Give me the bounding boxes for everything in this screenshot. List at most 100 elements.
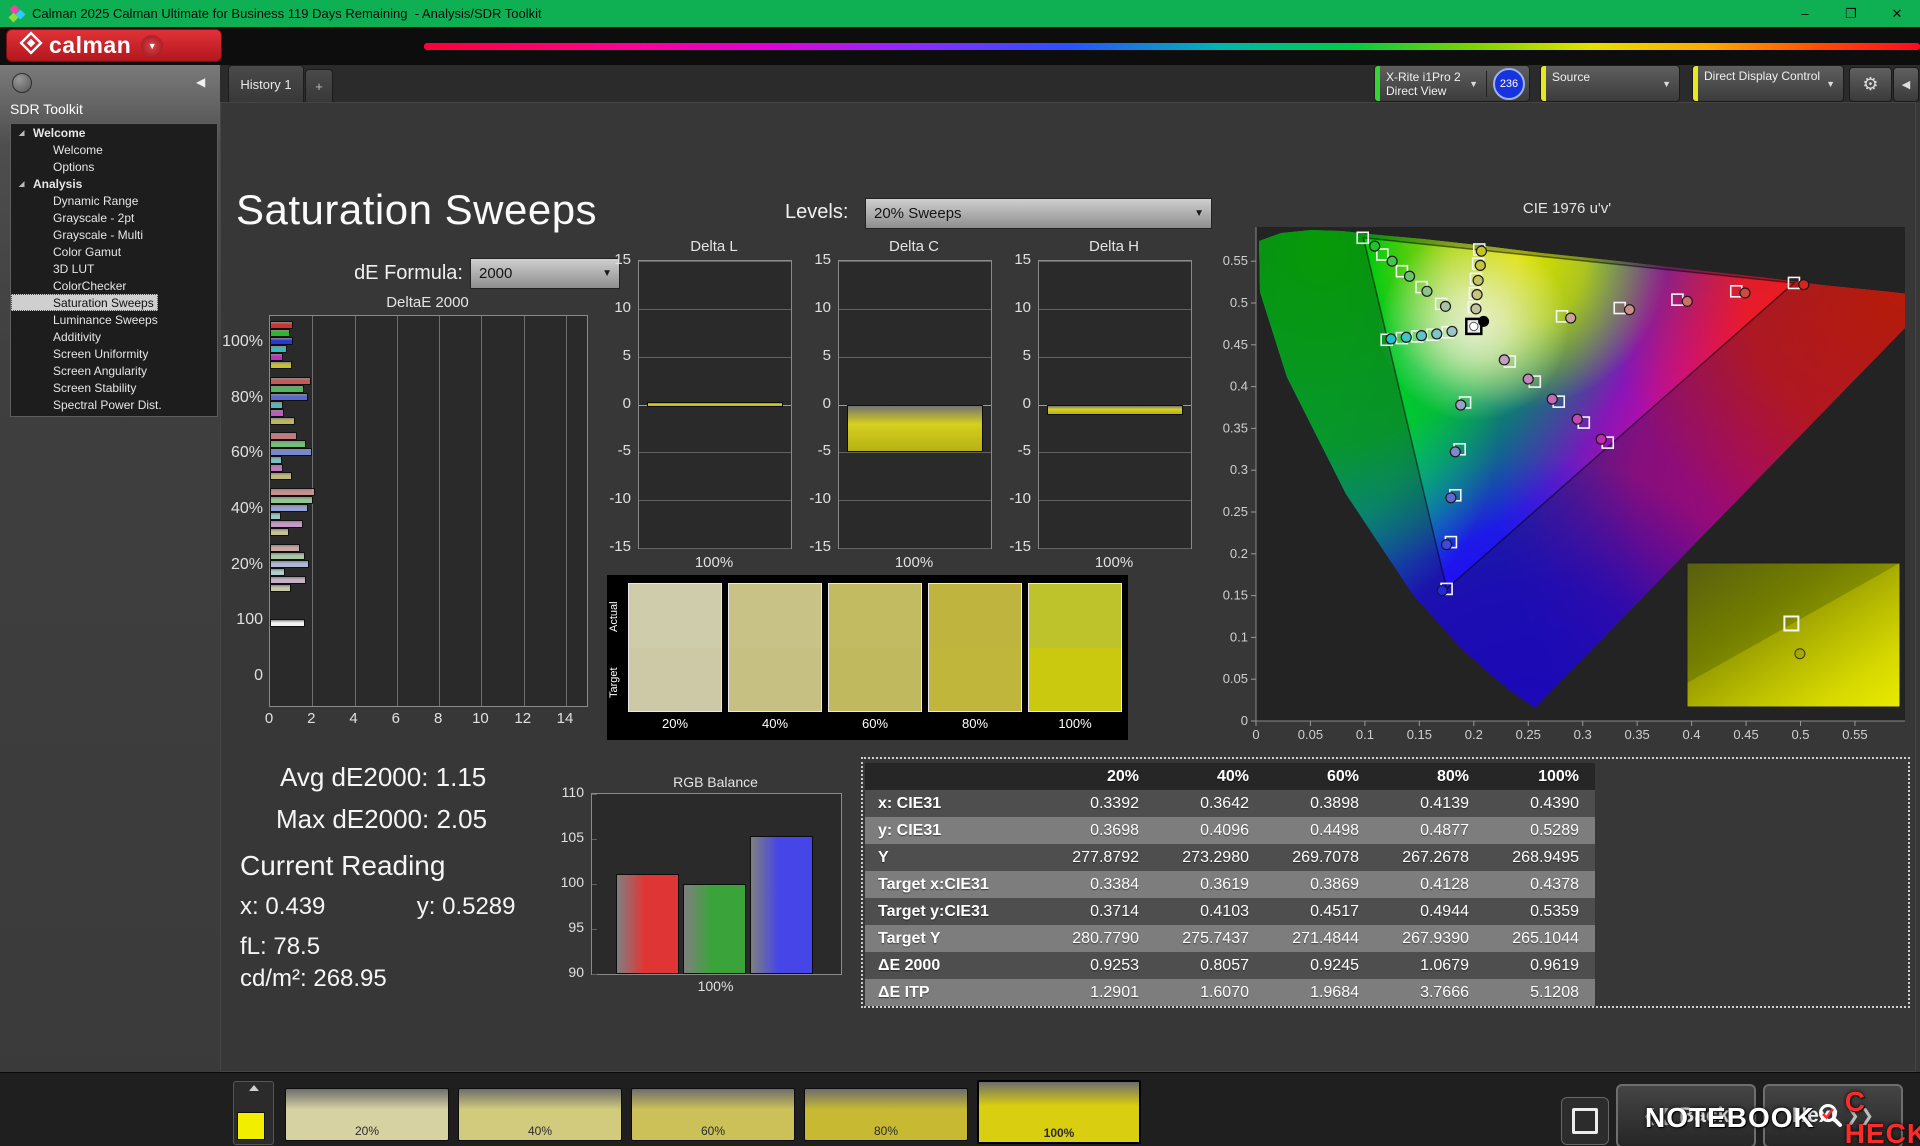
rainbow-divider: [424, 43, 1920, 50]
max-de-value: 2.05: [436, 804, 488, 834]
delta-l-chart: Delta L 15 10 5 0 -5 -10 -15 100%: [593, 238, 798, 583]
deltae-group-label: 60%: [230, 444, 263, 462]
delta_l-ytick: -15: [609, 538, 631, 555]
sidebar-item-dynamic-range[interactable]: Dynamic Range: [53, 193, 139, 208]
patch-label: 40%: [527, 1124, 553, 1138]
cie-measured-yellow: [1472, 274, 1484, 287]
actual-color: [1029, 584, 1121, 648]
deltae2000-chart: DeltaE 2000 100% 80% 60% 40% 20% 100 0 0 2 4 6 8 10 1…: [215, 290, 600, 745]
workflow-radio-button[interactable]: [12, 73, 32, 93]
sidebar-item-grayscale-2pt[interactable]: Grayscale - 2pt: [53, 210, 135, 225]
settings-button[interactable]: ⚙: [1849, 67, 1892, 102]
sweep-swatch-80%: [928, 583, 1022, 712]
deltae-xtick: 0: [264, 710, 274, 727]
tab-add-button[interactable]: +: [305, 69, 333, 102]
deltae-bar-red: [270, 543, 300, 552]
sidebar-item-luminance-sweeps[interactable]: Luminance Sweeps: [53, 312, 158, 327]
table-cell: 0.3714: [1090, 902, 1139, 920]
next-button[interactable]: Next ❯❯: [1763, 1084, 1903, 1146]
calman-menu-button[interactable]: calman ▼: [6, 29, 222, 62]
de-formula-dropdown[interactable]: 2000 ▼: [470, 258, 620, 289]
cie-inset-panel: [1686, 562, 1901, 708]
meter-dropdown[interactable]: X-Rite i1Pro 2 Direct View ▼ 236: [1374, 65, 1530, 102]
pattern-window-button[interactable]: [1561, 1097, 1609, 1145]
cie-title: CIE 1976 u'v': [1522, 200, 1612, 217]
chevron-down-icon[interactable]: ▼: [141, 34, 164, 57]
sidebar-item-spectral-power-dist-[interactable]: Spectral Power Dist.: [53, 397, 162, 412]
actual-color: [829, 584, 921, 648]
deltae-bar-cyan: [270, 344, 287, 353]
tick: [592, 839, 597, 840]
cie-xtick: 0.55: [1842, 727, 1867, 742]
table-col-header: 100%: [1538, 767, 1579, 785]
deltae-bar-red: [270, 488, 316, 496]
deltae-bar-magenta: [270, 408, 284, 417]
x-value: 0.439: [265, 893, 326, 920]
sidebar-item-welcome[interactable]: Welcome: [53, 142, 103, 157]
sidebar-item-grayscale-multi[interactable]: Grayscale - Multi: [53, 227, 144, 242]
tab-history-1[interactable]: History 1: [228, 65, 304, 102]
cie-measured-blue: [1440, 539, 1453, 551]
patch-button-60%[interactable]: 60%: [631, 1088, 795, 1141]
display-control-dropdown[interactable]: Direct Display Control ▼: [1692, 65, 1844, 102]
sidebar-title: SDR Toolkit: [10, 101, 83, 117]
minimize-button[interactable]: –: [1801, 6, 1809, 21]
deltae-bar-yellow: [270, 416, 296, 425]
sidebar-item-color-gamut[interactable]: Color Gamut: [53, 244, 122, 259]
sidebar-item-welcome[interactable]: ◢ Welcome: [19, 125, 86, 140]
titlebar: Calman 2025 Calman Ultimate for Business…: [0, 0, 1920, 27]
window-title: Calman 2025 Calman Ultimate for Business…: [32, 6, 542, 21]
cie-xtick: 0.4: [1683, 727, 1701, 742]
close-button[interactable]: ✕: [1891, 5, 1903, 21]
table-row: ΔE ITP 1.2901 1.6070 1.9684 3.7666 5.1208: [865, 979, 1595, 1006]
collapse-sidebar-icon[interactable]: ◀: [196, 75, 206, 89]
delta_h-ytick: 0: [1022, 394, 1031, 412]
sidebar-item-screen-angularity[interactable]: Screen Angularity: [53, 363, 148, 378]
delta_c-plot: [838, 260, 992, 549]
table-cell: 267.9390: [1402, 929, 1469, 947]
chevron-left-icon: ◀: [1901, 79, 1911, 91]
results-table-region: 20% 40% 60% 80% 100% x: CIE31 0.3392 0.3642 0.38…: [861, 757, 1910, 1008]
delta_h-ytick: -5: [1017, 442, 1031, 460]
sidebar-item-options[interactable]: Options: [53, 159, 95, 174]
deltae-bar-blue: [270, 559, 309, 568]
sweep-swatch-100%: [1028, 583, 1122, 712]
sidebar-item-additivity[interactable]: Additivity: [53, 329, 102, 344]
sidebar-item-colorchecker[interactable]: ColorChecker: [53, 278, 127, 293]
patch-window-button[interactable]: [233, 1081, 274, 1145]
rgb-balance-chart: RGB Balance 100% 110 105 100 95 90: [540, 773, 850, 1001]
sidebar-item-saturation-sweeps[interactable]: Saturation Sweeps: [11, 294, 158, 311]
page-title: Saturation Sweeps: [236, 186, 598, 233]
levels-dropdown[interactable]: 20% Sweeps ▼: [865, 198, 1212, 229]
deltae-group-label: 100%: [222, 332, 263, 350]
patch-button-20%[interactable]: 20%: [285, 1088, 449, 1141]
gridline: [354, 316, 356, 706]
deltae-xtick: 8: [433, 710, 443, 727]
table-cell: 0.3869: [1310, 875, 1359, 893]
back-button[interactable]: ❮❮ Back: [1616, 1084, 1756, 1146]
gridline: [396, 316, 398, 706]
tree-expand-icon[interactable]: ◢: [19, 180, 25, 188]
maximize-button[interactable]: ❐: [1845, 5, 1857, 21]
deltae-xtick: 14: [556, 710, 574, 727]
gridline: [839, 452, 991, 454]
sweep-swatch-20%: [628, 583, 722, 712]
cie-ytick: 0.5: [1230, 295, 1248, 310]
patch-button-40%[interactable]: 40%: [458, 1088, 622, 1141]
sidebar-item-screen-uniformity[interactable]: Screen Uniformity: [53, 346, 149, 361]
sidebar-item-analysis[interactable]: ◢ Analysis: [19, 176, 83, 191]
source-dropdown[interactable]: Source ▼: [1540, 65, 1680, 102]
collapse-toolbar-button[interactable]: ◀: [1893, 67, 1919, 102]
target-color: [1029, 647, 1121, 711]
tick: [592, 884, 597, 885]
patch-button-80%[interactable]: 80%: [804, 1088, 968, 1141]
patch-label: 100%: [1043, 1126, 1075, 1140]
swatch-label: 80%: [961, 716, 989, 731]
calman-logo: calman: [49, 32, 132, 58]
tree-expand-icon[interactable]: ◢: [19, 129, 25, 137]
sidebar-item-screen-stability[interactable]: Screen Stability: [53, 380, 137, 395]
delta_h-ytick: 10: [1014, 298, 1031, 316]
sidebar-item-3d-lut[interactable]: 3D LUT: [53, 261, 95, 276]
patch-button-100%[interactable]: 100%: [977, 1080, 1141, 1144]
cie-measured-cyan: [1415, 330, 1428, 342]
